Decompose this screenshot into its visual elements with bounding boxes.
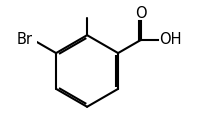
Text: O: O [135,6,147,21]
Text: OH: OH [159,32,181,47]
Text: Br: Br [16,32,33,47]
